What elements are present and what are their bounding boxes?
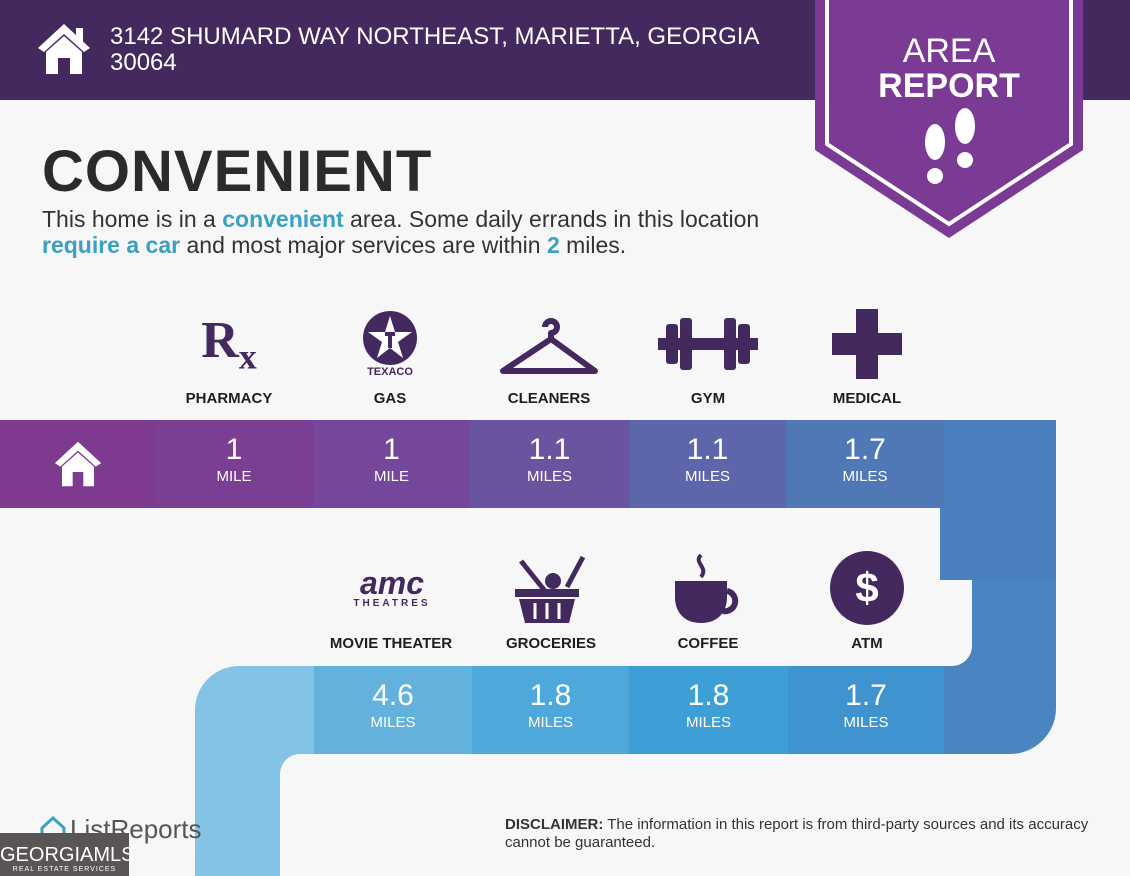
home-icon: [54, 441, 101, 487]
distance-gas: 1 MILE: [313, 420, 470, 508]
dumbbell-icon: [629, 304, 787, 384]
label-gym: GYM: [690, 390, 726, 407]
page-title: CONVENIENT: [42, 139, 433, 204]
label-atm: ATM: [851, 635, 883, 652]
label-groceries: GROCERIES: [505, 635, 596, 652]
route-band: [195, 420, 1056, 876]
label-pharmacy: PHARMACY: [185, 390, 273, 407]
grocery-basket-icon: [472, 548, 630, 628]
home-cell: [0, 420, 155, 508]
footprints-icon: [925, 108, 975, 184]
disclaimer: DISCLAIMER: The information in this repo…: [505, 816, 1089, 851]
label-movie-theater: MOVIE THEATER: [329, 635, 453, 652]
distance-groceries: 1.8 MILES: [472, 666, 629, 754]
distance-pharmacy: 1 MILE: [155, 420, 313, 508]
hanger-icon: [470, 304, 628, 384]
label-gas: GAS: [373, 390, 407, 407]
home-icon: [38, 24, 90, 74]
texaco-icon: TEXACO: [311, 304, 469, 384]
amc-icon: amc THEATRES: [353, 564, 431, 609]
distance-movie-theater: 4.6 MILES: [314, 666, 472, 754]
distance-medical: 1.7 MILES: [786, 420, 944, 508]
distance-gym: 1.1 MILES: [629, 420, 786, 508]
rx-icon: Rx: [201, 311, 257, 377]
label-cleaners: CLEANERS: [507, 390, 591, 407]
label-medical: MEDICAL: [832, 390, 902, 407]
badge-line2: REPORT: [878, 67, 1020, 105]
coffee-cup-icon: [629, 548, 787, 628]
distance-atm: 1.7 MILES: [788, 666, 944, 754]
distance-cleaners: 1.1 MILES: [470, 420, 629, 508]
address: 3142 SHUMARD WAY NORTHEAST, MARIETTA, GE…: [110, 23, 759, 76]
dollar-icon: $: [788, 548, 946, 628]
georgia-mls-logo: GEORGIAMLS REAL ESTATE SERVICES: [0, 833, 134, 876]
distance-coffee: 1.8 MILES: [629, 666, 788, 754]
description: This home is in a convenient area. Some …: [42, 206, 760, 258]
medical-cross-icon: [788, 304, 946, 384]
label-coffee: COFFEE: [677, 635, 739, 652]
area-report-badge: AREA REPORT: [815, 0, 1083, 238]
badge-line1: AREA: [903, 32, 996, 70]
svg-text:$: $: [855, 564, 878, 611]
